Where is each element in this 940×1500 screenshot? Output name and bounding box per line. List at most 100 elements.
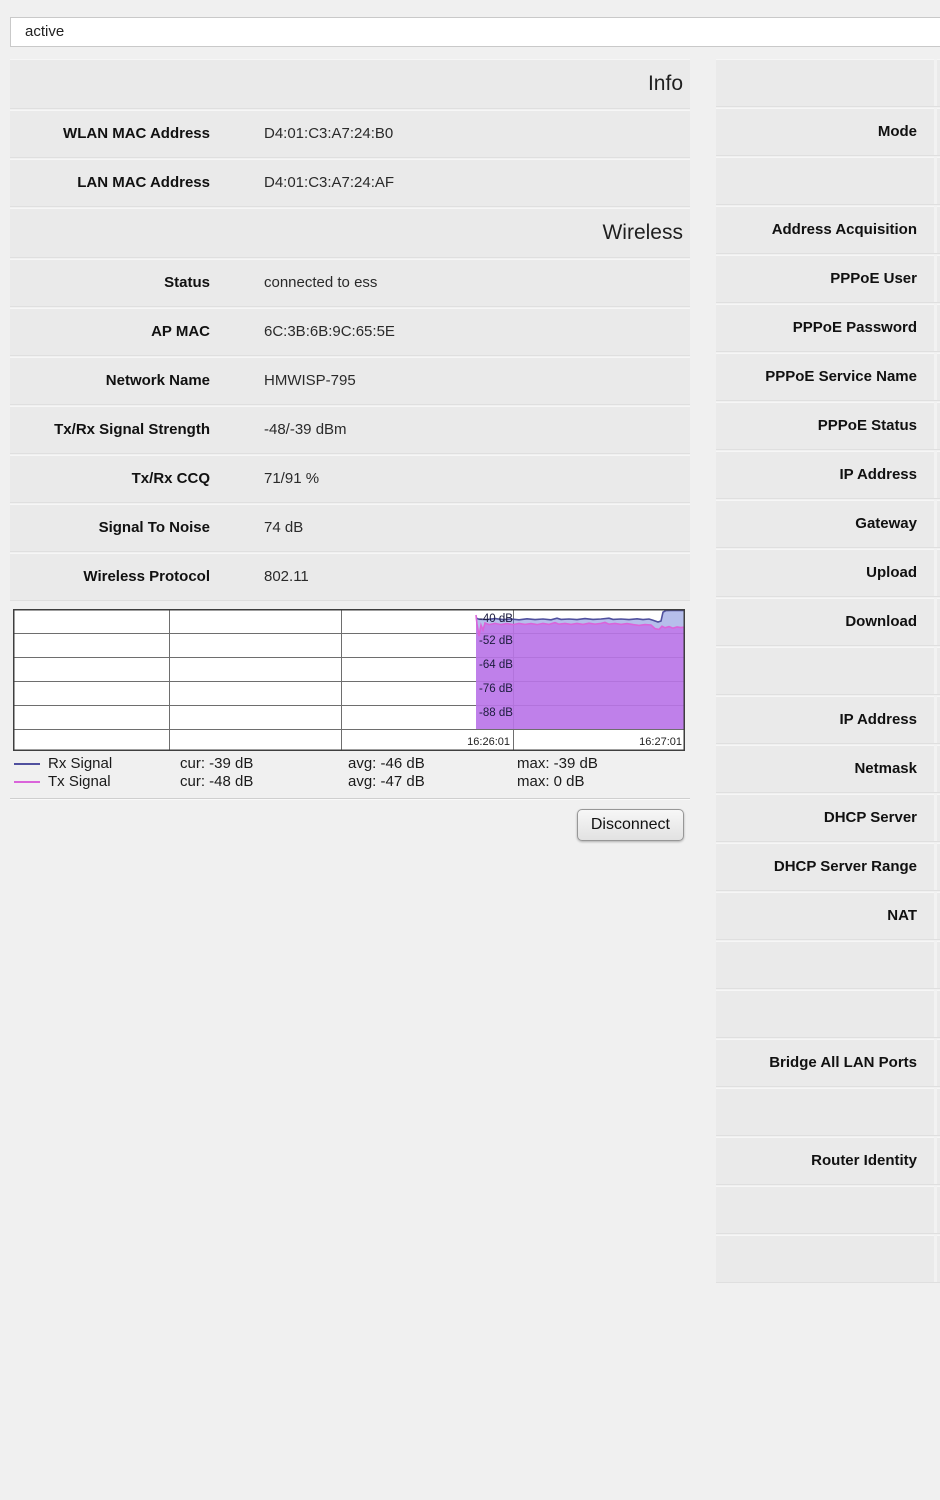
row-label: Tx/Rx Signal Strength [54, 421, 210, 438]
row-label: Status [164, 274, 210, 291]
settings-row-gateway: Gateway [716, 500, 940, 547]
row-label: WLAN MAC Address [63, 125, 210, 142]
signal-chart-canvas: -40 dB -52 dB -64 dB -76 dB -88 dB 16:26:01 16… [13, 609, 685, 751]
legend-row: Rx Signal cur: -39 dB avg: -46 dB max: -39 … [10, 755, 690, 773]
row-label: Tx/Rx CCQ [131, 470, 210, 487]
table-row: Tx/Rx CCQ 71/91 % [10, 455, 690, 502]
table-row: Network Name HMWISP-795 [10, 357, 690, 404]
settings-row-label: PPPoE Password [792, 319, 917, 336]
settings-row-empty [716, 647, 940, 694]
row-value: connected to ess [264, 274, 378, 291]
settings-row-pppoe-status: PPPoE Status [716, 402, 940, 449]
legend-cur: cur: -48 dB [180, 773, 254, 790]
settings-row-pppoe-password: PPPoE Password [716, 304, 940, 351]
info-section-title: Info [647, 72, 683, 95]
settings-row-pppoe-service-name: PPPoE Service Name [716, 353, 940, 400]
row-label: Wireless Protocol [83, 568, 210, 585]
settings-row-empty [716, 1235, 940, 1282]
svg-text:-40 dB: -40 dB [479, 613, 513, 625]
signal-strength-chart: -40 dB -52 dB -64 dB -76 dB -88 dB 16:26:01 16… [13, 609, 690, 751]
svg-text:16:27:01: 16:27:01 [639, 736, 682, 748]
row-value: 6C:3B:6B:9C:65:5E [264, 323, 395, 340]
settings-row-label: Mode [877, 123, 917, 140]
settings-row-label: NAT [887, 907, 917, 924]
legend-avg: avg: -47 dB [348, 773, 425, 790]
settings-row-dhcp-server: DHCP Server [716, 794, 940, 841]
row-label: Signal To Noise [98, 519, 210, 536]
info-rows: WLAN MAC Address D4:01:C3:A7:24:B0 LAN MAC… [10, 110, 690, 206]
settings-row-empty [716, 1186, 940, 1233]
active-status-field[interactable]: active [10, 17, 940, 47]
chart-legend: Rx Signal cur: -39 dB avg: -46 dB max: -39 … [10, 755, 690, 791]
row-value: 71/91 % [264, 470, 320, 487]
row-value: -48/-39 dBm [264, 421, 347, 438]
settings-row-label: Netmask [854, 760, 917, 777]
settings-row-mode: Mode [716, 108, 940, 155]
legend-max: max: 0 dB [517, 773, 585, 790]
settings-row-bridge-all-lan-ports: Bridge All LAN Ports [716, 1039, 940, 1086]
table-row: Tx/Rx Signal Strength -48/-39 dBm [10, 406, 690, 453]
settings-row-empty [716, 990, 940, 1037]
settings-row-nat: NAT [716, 892, 940, 939]
svg-text:-88 dB: -88 dB [479, 707, 513, 719]
settings-row-dhcp-server-range: DHCP Server Range [716, 843, 940, 890]
settings-label-panel: Mode Address Acquisition PPPoE User PPPoE P… [716, 59, 940, 1284]
settings-row-label: Address Acquisition [771, 221, 917, 238]
wireless-section-title: Wireless [602, 221, 683, 244]
row-label: LAN MAC Address [77, 174, 210, 191]
svg-text:-52 dB: -52 dB [479, 635, 513, 647]
settings-row-router-identity: Router Identity [716, 1137, 940, 1184]
settings-row-pppoe-user: PPPoE User [716, 255, 940, 302]
row-label: AP MAC [151, 323, 210, 340]
settings-row-label: PPPoE User [830, 270, 917, 287]
settings-row-empty [716, 1088, 940, 1135]
row-value: D4:01:C3:A7:24:B0 [264, 125, 394, 142]
settings-row-label: PPPoE Service Name [765, 368, 917, 385]
settings-row-label: IP Address [839, 711, 917, 728]
settings-row-ip-address: IP Address [716, 451, 940, 498]
legend-name: Rx Signal [48, 755, 113, 772]
settings-row-label: IP Address [839, 466, 917, 483]
row-value: 74 dB [264, 519, 304, 536]
row-label: Network Name [105, 372, 210, 389]
settings-row-netmask: Netmask [716, 745, 940, 792]
legend-max: max: -39 dB [517, 755, 598, 772]
legend-name: Tx Signal [48, 773, 111, 790]
main-panel: Info WLAN MAC Address D4:01:C3:A7:24:B0 LA… [10, 59, 690, 853]
svg-text:-64 dB: -64 dB [479, 659, 513, 671]
legend-row: Tx Signal cur: -48 dB avg: -47 dB max: 0 dB [10, 773, 690, 791]
settings-row-download: Download [716, 598, 940, 645]
legend-divider [10, 798, 690, 800]
row-value: HMWISP-795 [264, 372, 356, 389]
settings-row-label: DHCP Server [823, 809, 917, 826]
legend-avg: avg: -46 dB [348, 755, 425, 772]
table-row: Signal To Noise 74 dB [10, 504, 690, 551]
settings-row-label: Download [845, 613, 917, 630]
settings-row-empty [716, 941, 940, 988]
row-value: D4:01:C3:A7:24:AF [264, 174, 395, 191]
table-row: WLAN MAC Address D4:01:C3:A7:24:B0 [10, 110, 690, 157]
settings-row-address-acquisition: Address Acquisition [716, 206, 940, 253]
settings-row-label: Upload [866, 564, 917, 581]
tx-signal-line-icon [14, 781, 40, 783]
legend-cur: cur: -39 dB [180, 755, 254, 772]
info-section-header: Info [10, 59, 690, 108]
settings-row-empty [716, 59, 940, 106]
active-status-text: active [25, 23, 65, 40]
svg-text:-76 dB: -76 dB [479, 683, 513, 695]
table-row: Wireless Protocol 802.11 [10, 553, 690, 600]
settings-row-upload: Upload [716, 549, 940, 596]
settings-row-label: Gateway [855, 515, 917, 532]
settings-row-empty [716, 157, 940, 204]
settings-row-ip-address: IP Address [716, 696, 940, 743]
wireless-rows: Status connected to ess AP MAC 6C:3B:6B:9C:… [10, 259, 690, 600]
wireless-section-header: Wireless [10, 208, 690, 257]
button-row: Disconnect [10, 800, 690, 853]
settings-row-label: Router Identity [811, 1152, 917, 1169]
settings-row-label: DHCP Server Range [773, 858, 917, 875]
svg-text:16:26:01: 16:26:01 [467, 736, 510, 748]
disconnect-button[interactable]: Disconnect [576, 809, 684, 841]
settings-row-label: Bridge All LAN Ports [769, 1054, 917, 1071]
table-row: Status connected to ess [10, 259, 690, 306]
table-row: AP MAC 6C:3B:6B:9C:65:5E [10, 308, 690, 355]
